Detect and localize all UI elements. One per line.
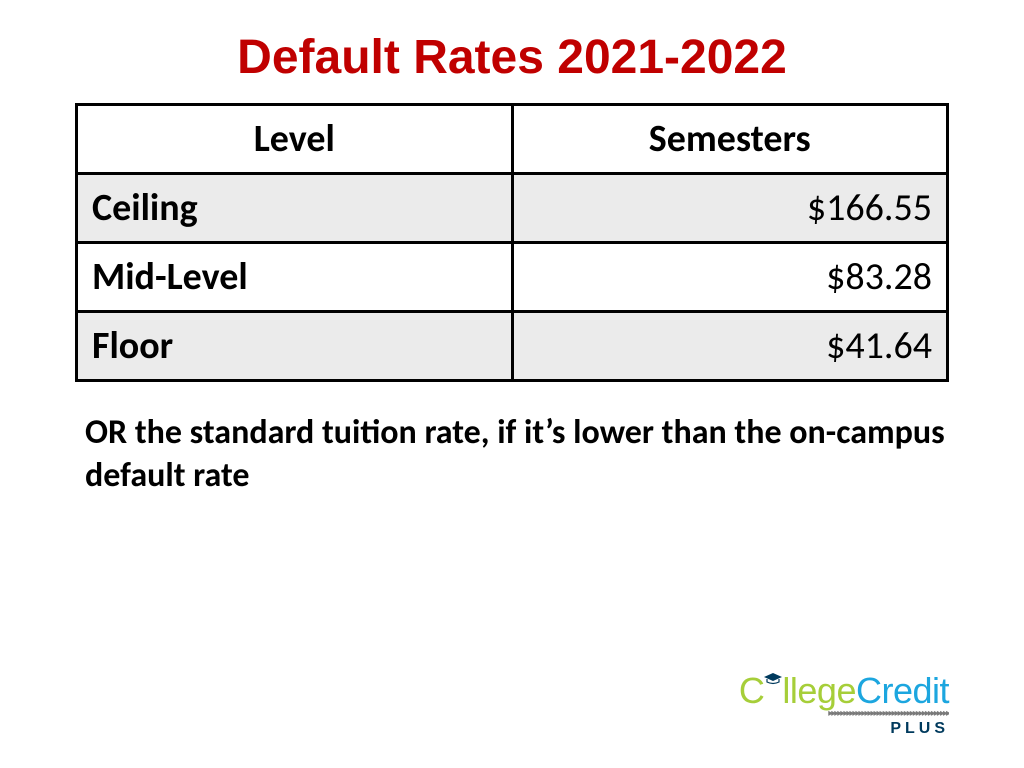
logo-text-c: C bbox=[739, 670, 765, 711]
table-row: Floor $41.64 bbox=[77, 312, 948, 381]
cell-value: $41.64 bbox=[512, 312, 948, 381]
cell-level: Floor bbox=[77, 312, 513, 381]
table-row: Mid-Level $83.28 bbox=[77, 243, 948, 312]
rates-table: Level Semesters Ceiling $166.55 Mid-Leve… bbox=[75, 103, 949, 382]
footnote: OR the standard tuition rate, if it’s lo… bbox=[85, 412, 949, 497]
logo-plus: PLUS bbox=[739, 720, 949, 738]
logo-text-llege: llege bbox=[782, 670, 856, 711]
table-row: Ceiling $166.55 bbox=[77, 174, 948, 243]
logo-wordmark: CllegeCredit bbox=[739, 670, 949, 712]
college-credit-plus-logo: CllegeCredit ▸▸▸▸▸▸▸▸▸▸▸▸▸▸▸▸▸▸▸▸▸▸▸▸▸▸▸… bbox=[739, 670, 949, 738]
col-header-semesters: Semesters bbox=[512, 105, 948, 174]
col-header-level: Level bbox=[77, 105, 513, 174]
cell-value: $166.55 bbox=[512, 174, 948, 243]
cell-level: Mid-Level bbox=[77, 243, 513, 312]
cell-level: Ceiling bbox=[77, 174, 513, 243]
logo-text-credit: Credit bbox=[856, 670, 949, 711]
page-title: Default Rates 2021-2022 bbox=[75, 30, 949, 85]
cell-value: $83.28 bbox=[512, 243, 948, 312]
